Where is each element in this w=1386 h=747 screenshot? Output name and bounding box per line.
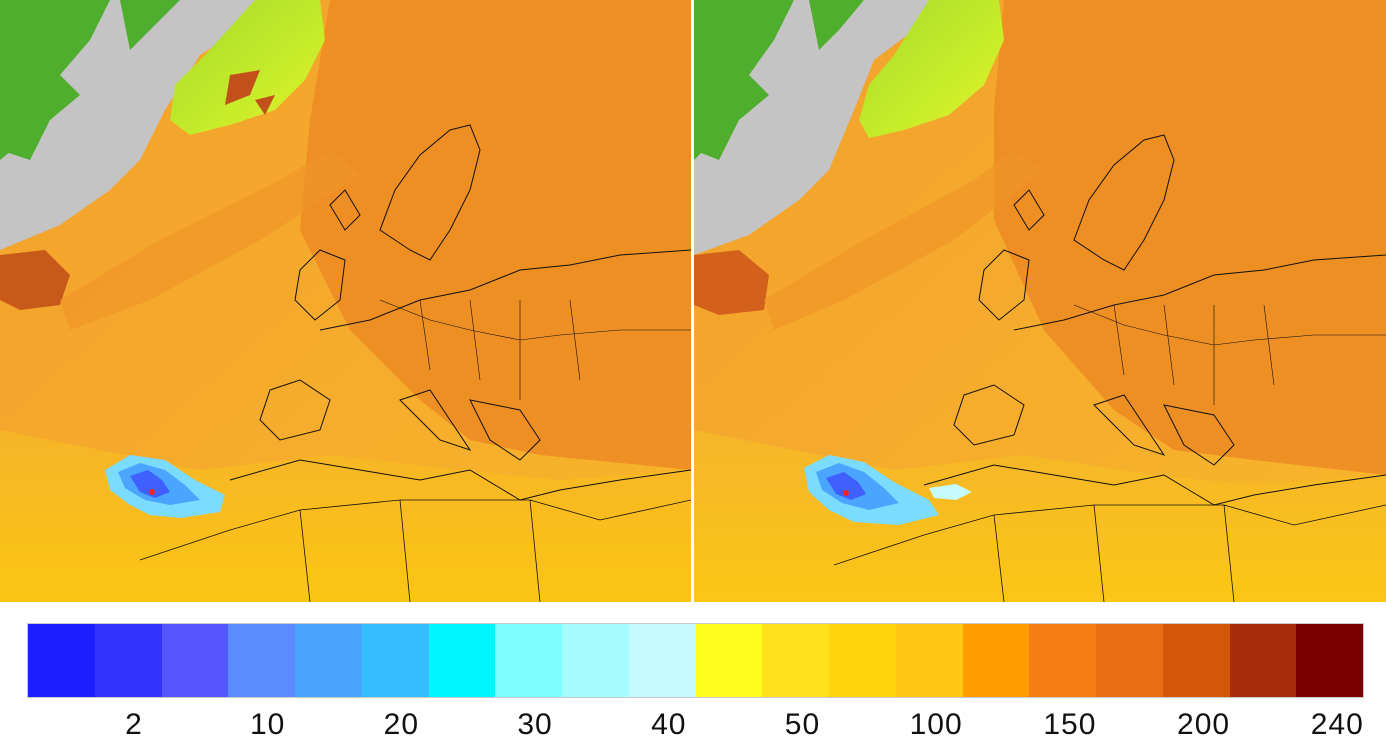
colorbar-swatch — [495, 624, 562, 697]
colorbar-tick-label: 30 — [517, 708, 553, 741]
greenland-ice — [170, 0, 325, 135]
right-map-panel — [694, 0, 1386, 602]
scandinavia-coast — [1073, 134, 1175, 271]
africa-borders — [139, 499, 691, 602]
labrador-plume — [694, 250, 769, 315]
right-map — [694, 0, 1386, 602]
panel-divider — [691, 0, 694, 602]
colorbar-swatch — [1162, 624, 1230, 697]
colorbar-swatch — [361, 624, 429, 697]
colorbar-tick-label: 100 — [909, 708, 963, 741]
eastern-field — [994, 0, 1386, 475]
country-borders — [379, 299, 691, 400]
uk-europe-coast — [978, 189, 1045, 321]
colorbar-tick-label: 240 — [1310, 708, 1364, 741]
country-borders — [1073, 304, 1386, 405]
canada-land-2 — [120, 0, 180, 50]
greenland-margin — [225, 70, 275, 115]
source-marker — [149, 489, 155, 495]
colorbar-tick-label: 2 — [125, 708, 143, 741]
colorbar-tick-label: 40 — [651, 708, 687, 741]
colorbar-tick-label: 10 — [249, 708, 286, 741]
colorbar-swatch — [28, 624, 95, 697]
colorbar-tick-label: 150 — [1043, 708, 1097, 741]
colorbar-tick-label: 20 — [383, 708, 420, 741]
colorbar-tick-labels: 2 10 20 30 40 50 100 150 200 240 — [0, 708, 1386, 746]
mediterranean-coast — [923, 464, 1386, 506]
colorbar-swatch — [295, 624, 362, 697]
plume-secondary — [929, 484, 972, 500]
plume-core — [826, 472, 866, 500]
colorbar-swatch — [1296, 624, 1363, 697]
colorbar-swatch — [94, 624, 162, 697]
colorbar-swatch — [1229, 624, 1297, 697]
colorbar-swatch — [1096, 624, 1163, 697]
colorbar-swatch — [762, 624, 829, 697]
colorbar-swatch — [962, 624, 1030, 697]
continent-coast — [259, 249, 691, 461]
continent-coast — [953, 254, 1386, 466]
colorbar-tick-label: 50 — [784, 708, 821, 741]
colorbar — [27, 623, 1364, 698]
colorbar-swatch — [895, 624, 963, 697]
atlantic-band — [764, 150, 1044, 330]
greenland-ice — [859, 0, 1004, 138]
source-marker — [843, 490, 849, 496]
labrador-plume — [0, 250, 70, 310]
scandinavia-coast — [379, 124, 481, 261]
colorbar-swatch — [562, 624, 629, 697]
canada-land — [694, 0, 794, 160]
atlantic-band — [60, 150, 360, 330]
left-map-panel — [0, 0, 691, 602]
colorbar-swatch — [228, 624, 295, 697]
colorbar-swatch — [695, 624, 763, 697]
colorbar-swatch — [161, 624, 229, 697]
mediterranean-coast — [229, 459, 691, 501]
colorbar-tick-label: 200 — [1177, 708, 1231, 741]
eastern-field — [300, 0, 691, 470]
colorbar-swatch — [428, 624, 496, 697]
uk-europe-coast — [294, 189, 361, 321]
canada-land-2 — [809, 0, 864, 50]
colorbar-swatch — [628, 624, 696, 697]
canada-land — [0, 0, 110, 160]
africa-borders — [833, 504, 1386, 602]
left-map — [0, 0, 691, 602]
colorbar-swatch — [829, 624, 896, 697]
colorbar-swatch — [1029, 624, 1096, 697]
plume-core — [130, 470, 170, 498]
